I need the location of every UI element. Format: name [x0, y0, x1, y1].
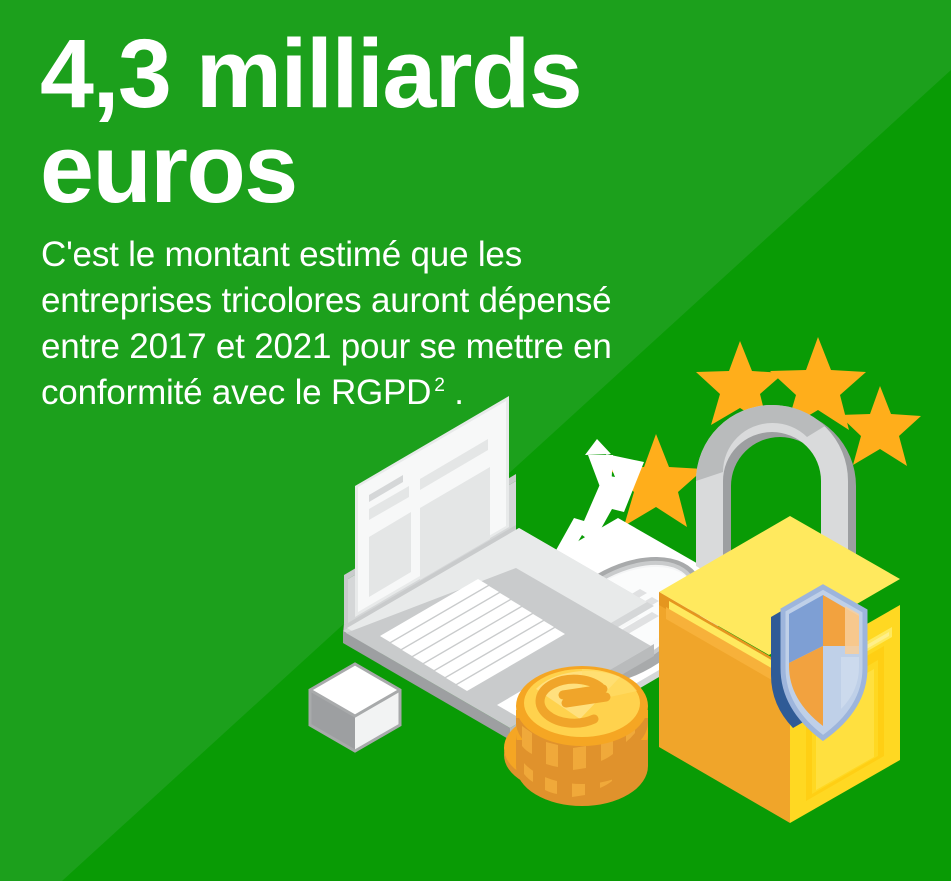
laptop-icon: [343, 396, 654, 740]
envelope-icon: [308, 662, 402, 753]
text-block: 4,3 milliards euros C'est le montant est…: [40, 19, 690, 415]
description-trailing: .: [444, 372, 464, 412]
padlock-icon: [659, 404, 900, 823]
star-icon: [696, 341, 784, 426]
euro-coins-icon: [504, 666, 648, 806]
laptop-screen-content: [369, 439, 490, 597]
page-title: 4,3 milliards euros: [40, 19, 583, 224]
description-text: C'est le montant estimé que les entrepri…: [41, 235, 612, 412]
laptop-keyboard: [380, 579, 565, 691]
euro-symbol: [535, 674, 611, 728]
page-description: C'est le montant estimé que les entrepri…: [41, 232, 690, 415]
footnote-marker: 2: [434, 374, 445, 396]
star-icon: [608, 434, 704, 527]
star-icon: [839, 386, 921, 466]
star-icon: [770, 337, 866, 430]
shield-emblem-icon: [771, 584, 868, 742]
